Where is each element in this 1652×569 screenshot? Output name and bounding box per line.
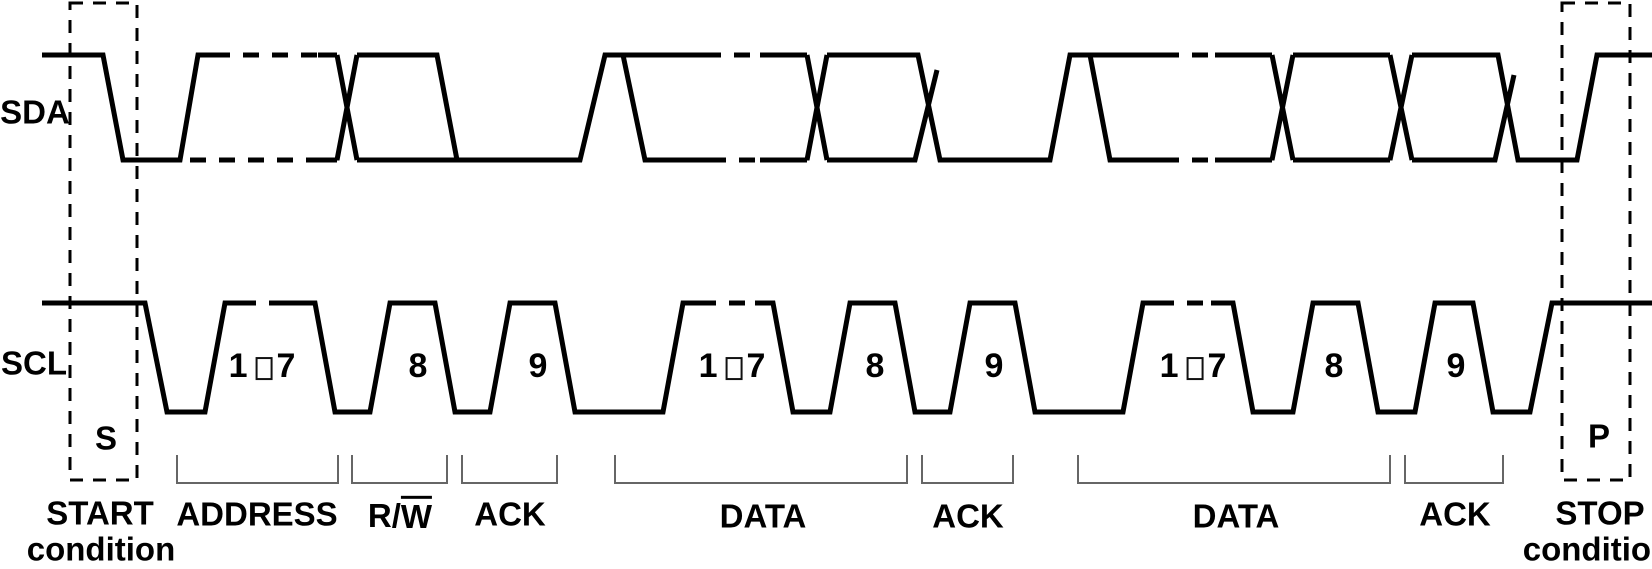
- missing-glyph-box: [725, 356, 743, 380]
- clock-label-group2-bit9: 9: [984, 347, 1004, 386]
- clock-digit: 7: [276, 347, 296, 386]
- rw-bracket: [351, 455, 448, 484]
- clock-label-group1-bit8: 8: [408, 347, 428, 386]
- clock-digit: 8: [408, 347, 428, 386]
- scl-signal-label: SCL: [1, 344, 67, 382]
- ack3-field-label: ACK: [1419, 495, 1491, 533]
- start-condition-label-line1: START: [46, 494, 154, 532]
- scl-waveform: [42, 300, 1652, 415]
- address-bracket: [176, 455, 339, 484]
- address-field-label: ADDRESS: [176, 495, 338, 533]
- ack2-field-label: ACK: [932, 497, 1004, 535]
- data2-field-label: DATA: [1192, 497, 1280, 535]
- rw-overline-w: W: [400, 495, 433, 535]
- data1-field-label: DATA: [719, 497, 807, 535]
- clock-label-group2-bit8: 8: [865, 347, 885, 386]
- stop-condition-box: [1560, 1, 1632, 482]
- clock-digit: 8: [1324, 347, 1344, 386]
- start-condition-label-line2: condition: [26, 530, 176, 568]
- clock-label-group3-bit9: 9: [1446, 347, 1466, 386]
- clock-label-group3-bits1to7: 1 7: [1159, 347, 1227, 386]
- sda-waveform: [42, 52, 1652, 163]
- clock-digit: 9: [984, 347, 1004, 386]
- clock-digit: 1: [1159, 347, 1179, 386]
- sda-waveform-dashed: [190, 52, 1215, 163]
- clock-digit: 1: [228, 347, 248, 386]
- clock-digit: 7: [746, 347, 766, 386]
- rw-field-label: R/W: [367, 495, 433, 535]
- clock-digit: 7: [1207, 347, 1227, 386]
- clock-label-group1-bit9: 9: [528, 347, 548, 386]
- missing-glyph-box: [255, 356, 273, 380]
- clock-label-group2-bits1to7: 1 7: [698, 347, 766, 386]
- clock-digit: 9: [1446, 347, 1466, 386]
- clock-label-group1-bits1to7: 1 7: [228, 347, 296, 386]
- stop-condition-label-line1: STOP: [1555, 494, 1645, 532]
- ack2-bracket: [921, 455, 1014, 484]
- clock-digit: 1: [698, 347, 718, 386]
- data2-bracket: [1077, 455, 1391, 484]
- clock-label-group3-bit8: 8: [1324, 347, 1344, 386]
- stop-condition-label-line2: condition: [1522, 530, 1652, 568]
- rw-prefix: R/: [367, 497, 401, 535]
- missing-glyph-box: [1186, 356, 1204, 380]
- clock-digit: 9: [528, 347, 548, 386]
- data1-bracket: [614, 455, 908, 484]
- ack3-bracket: [1404, 455, 1504, 484]
- sda-signal-label: SDA: [0, 93, 70, 131]
- stop-marker: P: [1587, 417, 1611, 455]
- start-marker: S: [94, 419, 118, 457]
- ack1-bracket: [461, 455, 558, 484]
- clock-digit: 8: [865, 347, 885, 386]
- start-condition-box: [68, 1, 139, 482]
- ack1-field-label: ACK: [474, 495, 546, 533]
